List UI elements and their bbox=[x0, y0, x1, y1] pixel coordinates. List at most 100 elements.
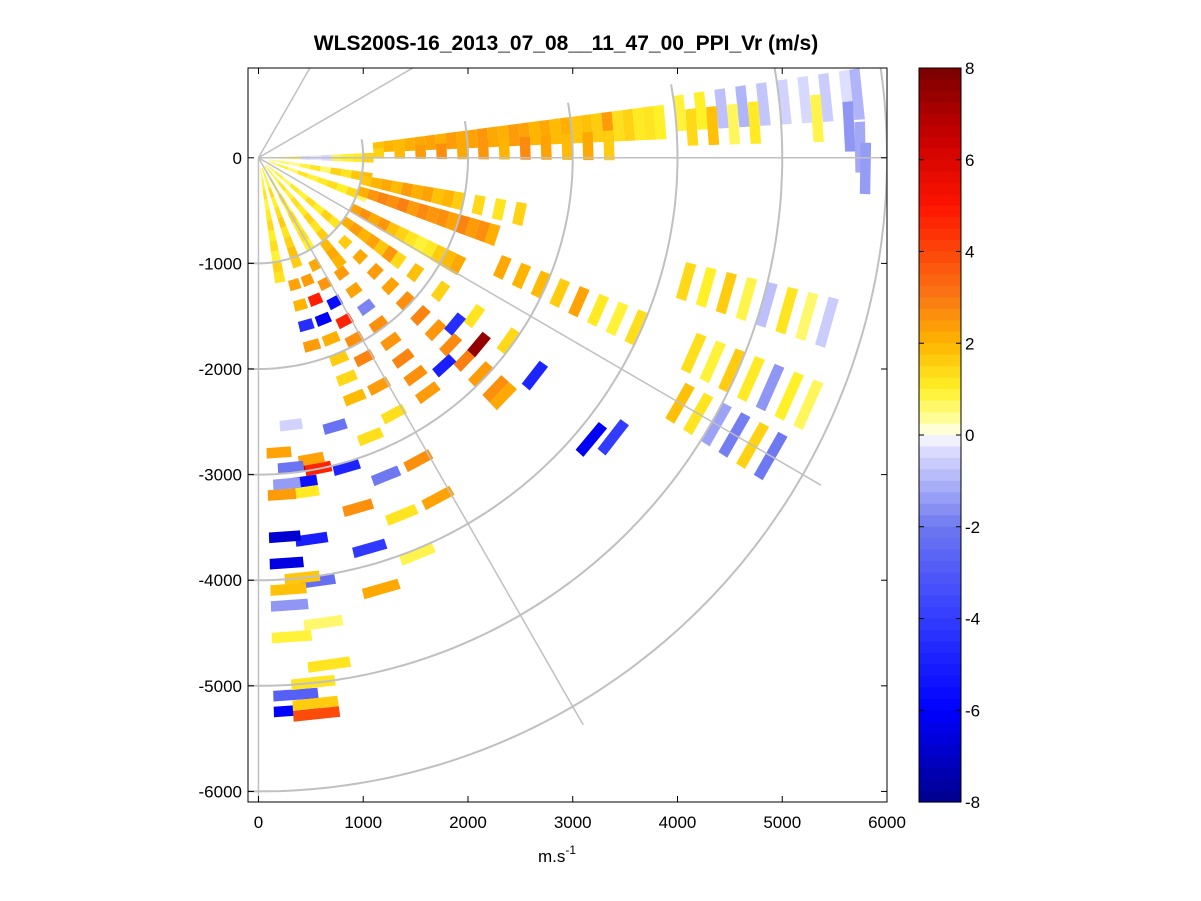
y-tick-label: -1000 bbox=[199, 254, 242, 273]
velocity-cell bbox=[303, 212, 315, 225]
velocity-cell bbox=[309, 164, 321, 172]
velocity-cell bbox=[586, 293, 610, 327]
velocity-cell bbox=[262, 188, 268, 200]
velocity-cell bbox=[306, 173, 319, 182]
colorbar-tick-label: 2 bbox=[965, 334, 974, 353]
colorbar-swatch bbox=[919, 790, 961, 803]
velocity-cell bbox=[425, 206, 441, 224]
plot-frame bbox=[247, 67, 888, 803]
velocity-cell bbox=[507, 123, 521, 147]
velocity-cell bbox=[463, 303, 486, 329]
colorbar-swatch bbox=[919, 526, 961, 539]
velocity-cell bbox=[431, 187, 445, 205]
velocity-cell bbox=[352, 248, 369, 265]
velocity-cell bbox=[421, 485, 455, 511]
velocity-cell bbox=[390, 180, 404, 195]
velocity-cell bbox=[357, 227, 372, 244]
colorbar-swatch bbox=[919, 698, 961, 711]
colorbar-tick-label: 8 bbox=[965, 59, 974, 78]
velocity-cell bbox=[590, 112, 604, 143]
colorbar-tick-label: -6 bbox=[965, 701, 980, 720]
y-tick-label: -2000 bbox=[199, 360, 242, 379]
velocity-cell bbox=[774, 371, 804, 421]
velocity-cell bbox=[300, 273, 315, 288]
velocity-cell bbox=[715, 272, 737, 315]
velocity-cell bbox=[335, 369, 358, 387]
velocity-cell bbox=[265, 209, 272, 221]
velocity-cell bbox=[726, 103, 741, 145]
velocity-cell bbox=[307, 292, 324, 307]
velocity-cell bbox=[277, 164, 289, 170]
colorbar-swatch bbox=[919, 217, 961, 230]
velocity-cell bbox=[512, 201, 527, 227]
colorbar: 8 6 4 2 0 -2 -4 -6 -8 bbox=[918, 59, 980, 812]
colorbar-swatch bbox=[919, 412, 961, 425]
velocity-cell bbox=[468, 361, 494, 388]
velocity-cell bbox=[293, 706, 341, 722]
velocity-cell bbox=[278, 160, 290, 165]
velocity-cell bbox=[353, 349, 376, 368]
velocity-cell bbox=[582, 131, 594, 161]
colorbar-swatch bbox=[919, 400, 961, 413]
velocity-cell bbox=[269, 240, 279, 252]
velocity-cell bbox=[432, 354, 457, 378]
velocity-cell bbox=[685, 108, 699, 146]
x-tick-label: 6000 bbox=[868, 813, 906, 832]
velocity-cell bbox=[302, 338, 322, 353]
velocity-cell bbox=[489, 382, 517, 411]
y-tick-label: -4000 bbox=[199, 571, 242, 590]
grid-ray bbox=[258, 68, 415, 159]
velocity-cell bbox=[775, 286, 799, 335]
colorbar-swatch bbox=[919, 262, 961, 276]
x-tick-label: 0 bbox=[254, 813, 263, 832]
velocity-cell bbox=[737, 356, 765, 402]
velocity-cell bbox=[267, 488, 297, 501]
velocity-cell bbox=[540, 135, 552, 160]
velocity-cell bbox=[410, 305, 431, 326]
velocity-cell bbox=[287, 167, 299, 174]
colorbar-swatch bbox=[919, 595, 961, 608]
velocity-cell bbox=[653, 104, 667, 140]
velocity-cell bbox=[274, 206, 283, 219]
y-tick-label: 0 bbox=[233, 149, 242, 168]
colorbar-swatch bbox=[919, 469, 961, 482]
velocity-cell bbox=[266, 164, 276, 172]
velocity-cell bbox=[735, 85, 750, 128]
colorbar-swatch bbox=[919, 102, 961, 115]
velocity-cell bbox=[340, 168, 352, 179]
velocity-cell bbox=[309, 220, 322, 234]
velocity-cell bbox=[264, 165, 273, 175]
colorbar-swatch bbox=[919, 136, 961, 149]
colorbar-swatch bbox=[919, 205, 961, 218]
velocity-cell bbox=[570, 115, 583, 144]
colorbar-swatch bbox=[919, 618, 961, 631]
velocity-cell bbox=[261, 167, 267, 178]
y-tick-label: -6000 bbox=[199, 782, 242, 801]
x-tick-label: 3000 bbox=[554, 813, 592, 832]
velocity-cell bbox=[380, 331, 402, 352]
grid-ring bbox=[248, 68, 887, 793]
velocity-cell bbox=[320, 209, 334, 222]
plot-area bbox=[248, 68, 887, 802]
velocity-cell bbox=[281, 177, 292, 187]
velocity-cell bbox=[385, 504, 419, 526]
grid-ring bbox=[248, 68, 784, 687]
velocity-cell bbox=[293, 298, 309, 312]
velocity-cell bbox=[277, 460, 305, 474]
velocity-cell bbox=[675, 262, 697, 302]
velocity-cell bbox=[622, 108, 636, 141]
colorbar-swatch bbox=[919, 377, 961, 390]
velocity-cell bbox=[444, 312, 466, 336]
velocity-cell bbox=[706, 106, 720, 146]
colorbar-swatch bbox=[919, 652, 961, 665]
velocity-cell bbox=[395, 291, 416, 311]
colorbar-swatch bbox=[919, 607, 961, 620]
colorbar-swatch bbox=[919, 240, 961, 253]
velocity-cell bbox=[316, 176, 329, 186]
velocity-cell bbox=[406, 263, 425, 283]
colorbar-swatch bbox=[919, 767, 961, 780]
colorbar-swatch bbox=[919, 549, 961, 562]
velocity-cell bbox=[297, 318, 315, 333]
y-axis: 0 -1000 -2000 -3000 -4000 -5000 -6000 bbox=[199, 149, 887, 801]
velocity-cell bbox=[277, 181, 287, 192]
